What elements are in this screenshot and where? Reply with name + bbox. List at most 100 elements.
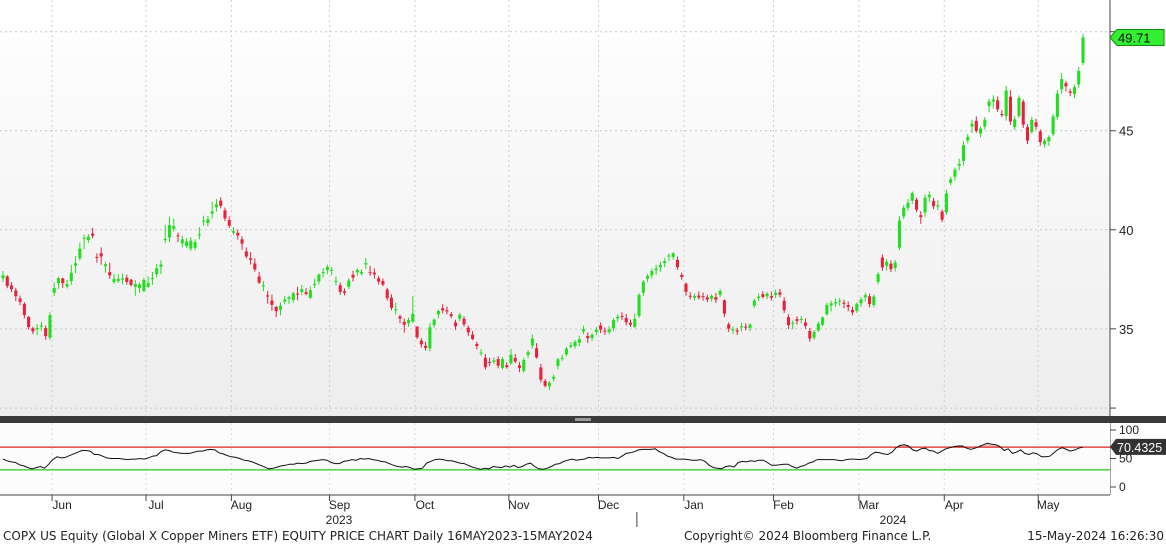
candle [876, 272, 880, 285]
x-month-label: Mar [859, 498, 880, 512]
candle [159, 260, 163, 275]
candle [633, 313, 637, 329]
candle [547, 381, 551, 391]
candle [240, 236, 244, 250]
candle [155, 263, 159, 278]
candle [552, 374, 556, 382]
candle [355, 268, 359, 276]
candle [961, 141, 966, 166]
x-year-label: 2024 [880, 513, 907, 527]
candle [103, 261, 107, 273]
candle [261, 281, 265, 292]
candle [125, 274, 129, 285]
candle [778, 288, 782, 298]
candle [539, 363, 543, 383]
candle [949, 176, 953, 186]
candle [1004, 85, 1008, 121]
candle [573, 339, 577, 349]
candle [219, 197, 223, 209]
candle [590, 332, 594, 341]
candle [74, 255, 78, 274]
rsi-panel-background [0, 423, 1110, 495]
candle [210, 201, 214, 219]
candle [940, 209, 944, 223]
candle [108, 262, 112, 279]
candle [684, 282, 688, 296]
candle [22, 302, 26, 319]
candle [1034, 118, 1038, 130]
candle [577, 335, 581, 347]
candle [889, 260, 893, 273]
candle [300, 285, 304, 296]
candle [394, 302, 398, 315]
candle [180, 235, 184, 248]
candle [479, 349, 483, 356]
candle [1060, 72, 1064, 94]
candle [782, 297, 786, 313]
panel-divider-grip[interactable] [575, 418, 591, 421]
candle [923, 194, 927, 217]
candle [27, 315, 31, 330]
candle [167, 216, 172, 243]
candle [795, 316, 799, 325]
candle [611, 318, 615, 332]
candle [624, 313, 628, 326]
candle [227, 216, 231, 228]
candle [385, 287, 389, 301]
candle [257, 271, 261, 284]
candle [902, 205, 906, 220]
candle [513, 353, 517, 364]
candle [1077, 66, 1081, 88]
candle [535, 343, 539, 359]
candle [445, 306, 449, 315]
candle [342, 288, 347, 296]
x-month-label: Jan [684, 498, 703, 512]
candle [517, 361, 522, 373]
candle [253, 258, 257, 272]
candle [1030, 116, 1034, 134]
price-panel-background [0, 0, 1110, 416]
candle [816, 321, 820, 333]
price-tick-label: 40 [1119, 223, 1133, 238]
candle [428, 323, 432, 352]
candle [313, 278, 317, 289]
candle [628, 319, 633, 328]
candle [347, 278, 351, 290]
candle [389, 294, 393, 311]
candle [95, 253, 99, 263]
candle [594, 326, 598, 336]
candle [641, 279, 645, 296]
candle [791, 320, 795, 330]
candle [855, 302, 859, 313]
candle [799, 316, 803, 324]
candle [402, 318, 406, 333]
candle [61, 277, 65, 288]
candle [675, 256, 680, 270]
candle [688, 292, 692, 300]
candle [620, 312, 624, 321]
candle [1064, 80, 1068, 92]
candle [270, 294, 274, 311]
candle [44, 325, 48, 340]
candle [697, 291, 701, 300]
candle [701, 292, 705, 301]
candle [748, 323, 752, 332]
candle [325, 264, 329, 274]
candle [82, 234, 86, 250]
candle [1, 270, 5, 282]
candle [710, 294, 714, 302]
candle [483, 353, 487, 370]
rsi-tick-label: 100 [1119, 423, 1139, 437]
candle [249, 252, 253, 265]
candle [752, 298, 756, 309]
candle [735, 327, 739, 335]
candle [334, 276, 338, 286]
candle [488, 357, 492, 367]
candle [338, 282, 342, 295]
candle [718, 288, 722, 298]
x-month-label: May [1037, 498, 1060, 512]
candle [897, 216, 901, 250]
candle [765, 291, 769, 300]
candle [906, 199, 910, 211]
candle [206, 215, 210, 227]
